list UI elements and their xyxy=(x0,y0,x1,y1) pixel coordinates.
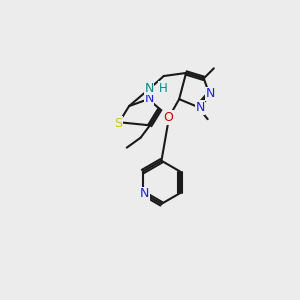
Text: N: N xyxy=(195,101,205,114)
Text: O: O xyxy=(164,111,173,124)
Text: N: N xyxy=(140,187,149,200)
Text: H: H xyxy=(159,82,167,95)
Text: S: S xyxy=(114,116,122,130)
Text: N: N xyxy=(206,87,215,100)
Text: N: N xyxy=(144,82,154,95)
Text: N: N xyxy=(144,92,154,105)
